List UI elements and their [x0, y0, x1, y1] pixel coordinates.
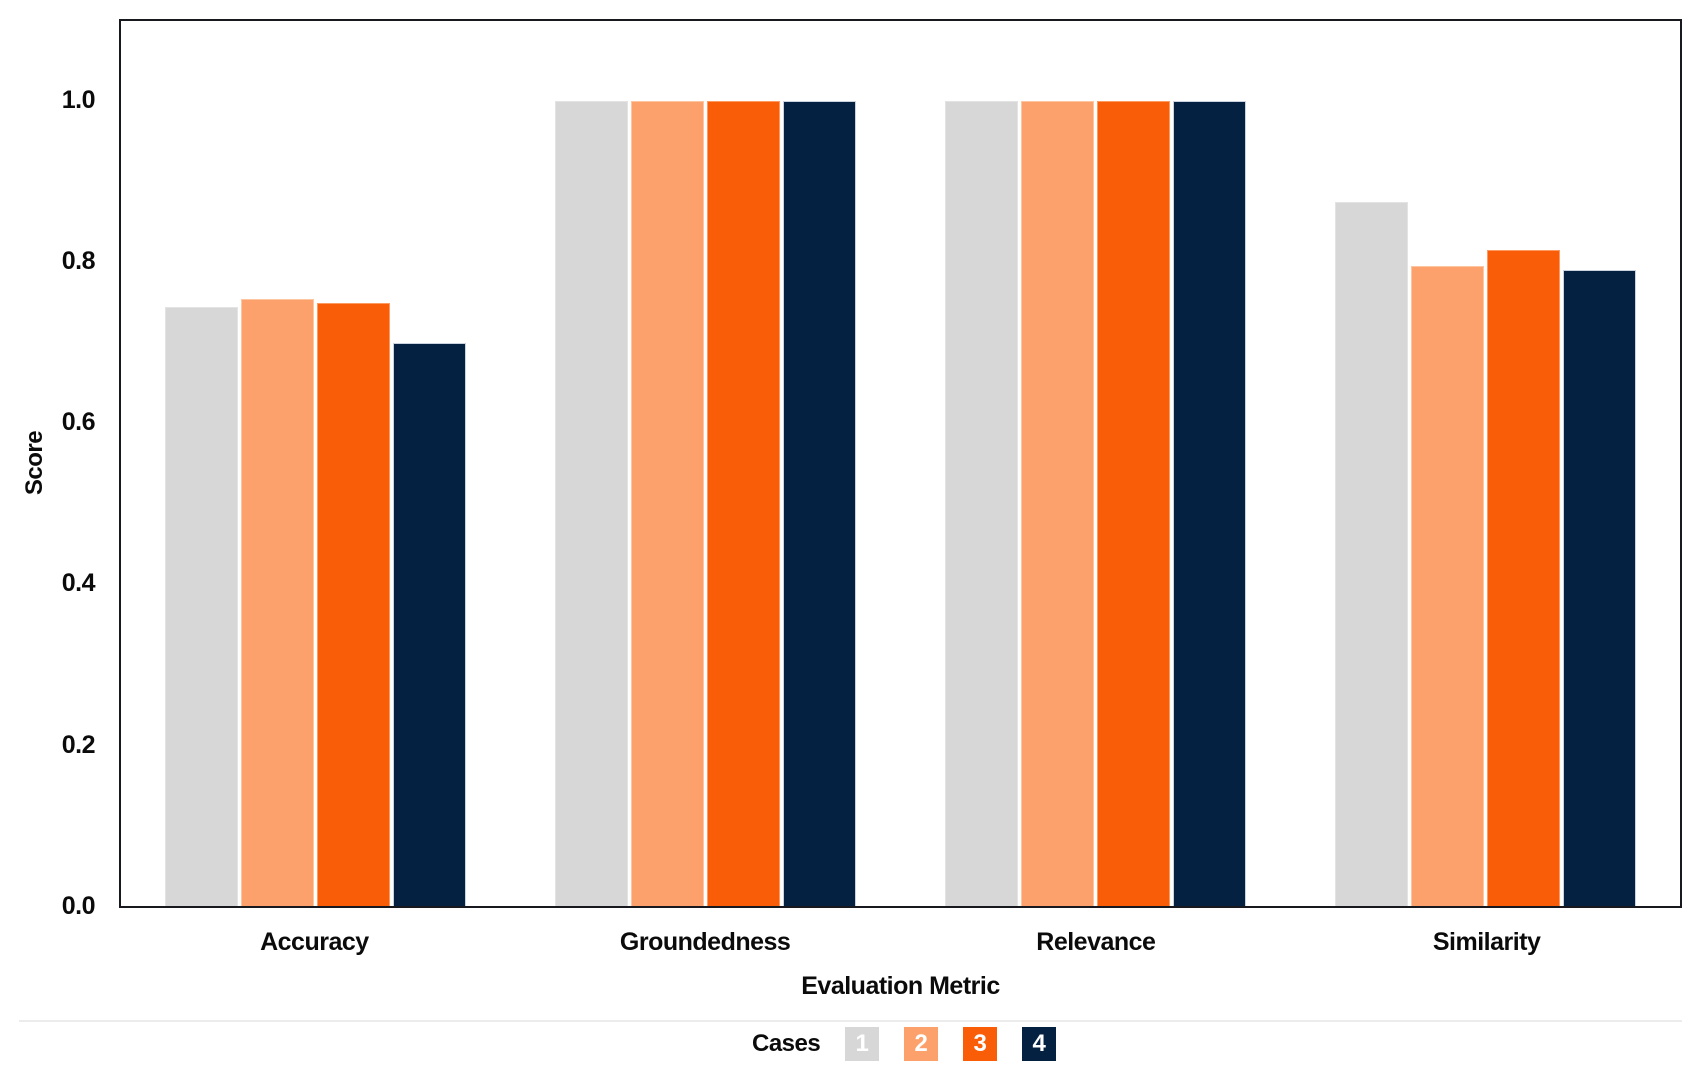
category-group-groundedness — [511, 21, 901, 906]
bar-case3-accuracy — [317, 302, 391, 906]
bar-case3-groundedness — [707, 101, 781, 906]
bar-case2-relevance — [1020, 101, 1094, 906]
bar-case1-relevance — [944, 101, 1018, 906]
bar-case2-accuracy — [241, 298, 315, 906]
category-group-similarity — [1290, 21, 1680, 906]
bar-case4-groundedness — [783, 101, 857, 906]
category-group-relevance — [901, 21, 1291, 906]
legend-divider — [19, 1020, 1682, 1022]
plot-area — [119, 19, 1682, 908]
legend-swatch-case-4: 4 — [1022, 1027, 1057, 1061]
x-category-label-relevance: Relevance — [1036, 928, 1156, 956]
y-axis-title: Score — [21, 430, 48, 496]
bar-case4-similarity — [1562, 270, 1636, 906]
y-tick-label: 0.0 — [61, 892, 96, 920]
legend-title: Cases — [752, 1030, 821, 1057]
bar-case3-relevance — [1096, 101, 1170, 906]
x-axis-category-labels: Accuracy Groundedness Relevance Similarity — [119, 927, 1682, 958]
legend-swatch-case-2: 2 — [904, 1027, 939, 1061]
y-tick-label: 1.0 — [61, 85, 96, 114]
bar-case3-similarity — [1486, 250, 1560, 906]
x-axis-title: Evaluation Metric — [801, 972, 1000, 1000]
y-tick-label: 0.4 — [61, 569, 96, 598]
x-category-label-accuracy: Accuracy — [260, 928, 369, 956]
bar-case2-groundedness — [631, 101, 705, 906]
bar-case1-groundedness — [555, 101, 629, 906]
bar-case4-relevance — [1172, 101, 1246, 906]
bars-container — [121, 21, 1680, 906]
bar-case2-similarity — [1410, 266, 1484, 906]
legend-swatch-case-1: 1 — [845, 1027, 880, 1061]
y-tick-label: 0.6 — [61, 408, 96, 437]
x-category-label-similarity: Similarity — [1432, 928, 1541, 956]
category-group-accuracy — [121, 21, 511, 906]
x-category-label-groundedness: Groundedness — [619, 928, 791, 956]
bar-case4-accuracy — [393, 342, 467, 906]
bar-case1-similarity — [1334, 202, 1408, 906]
y-tick-label: 0.8 — [61, 246, 96, 275]
y-tick-label: 0.2 — [61, 730, 96, 759]
bar-case1-accuracy — [165, 306, 239, 906]
legend-swatch-case-3: 3 — [963, 1027, 998, 1061]
